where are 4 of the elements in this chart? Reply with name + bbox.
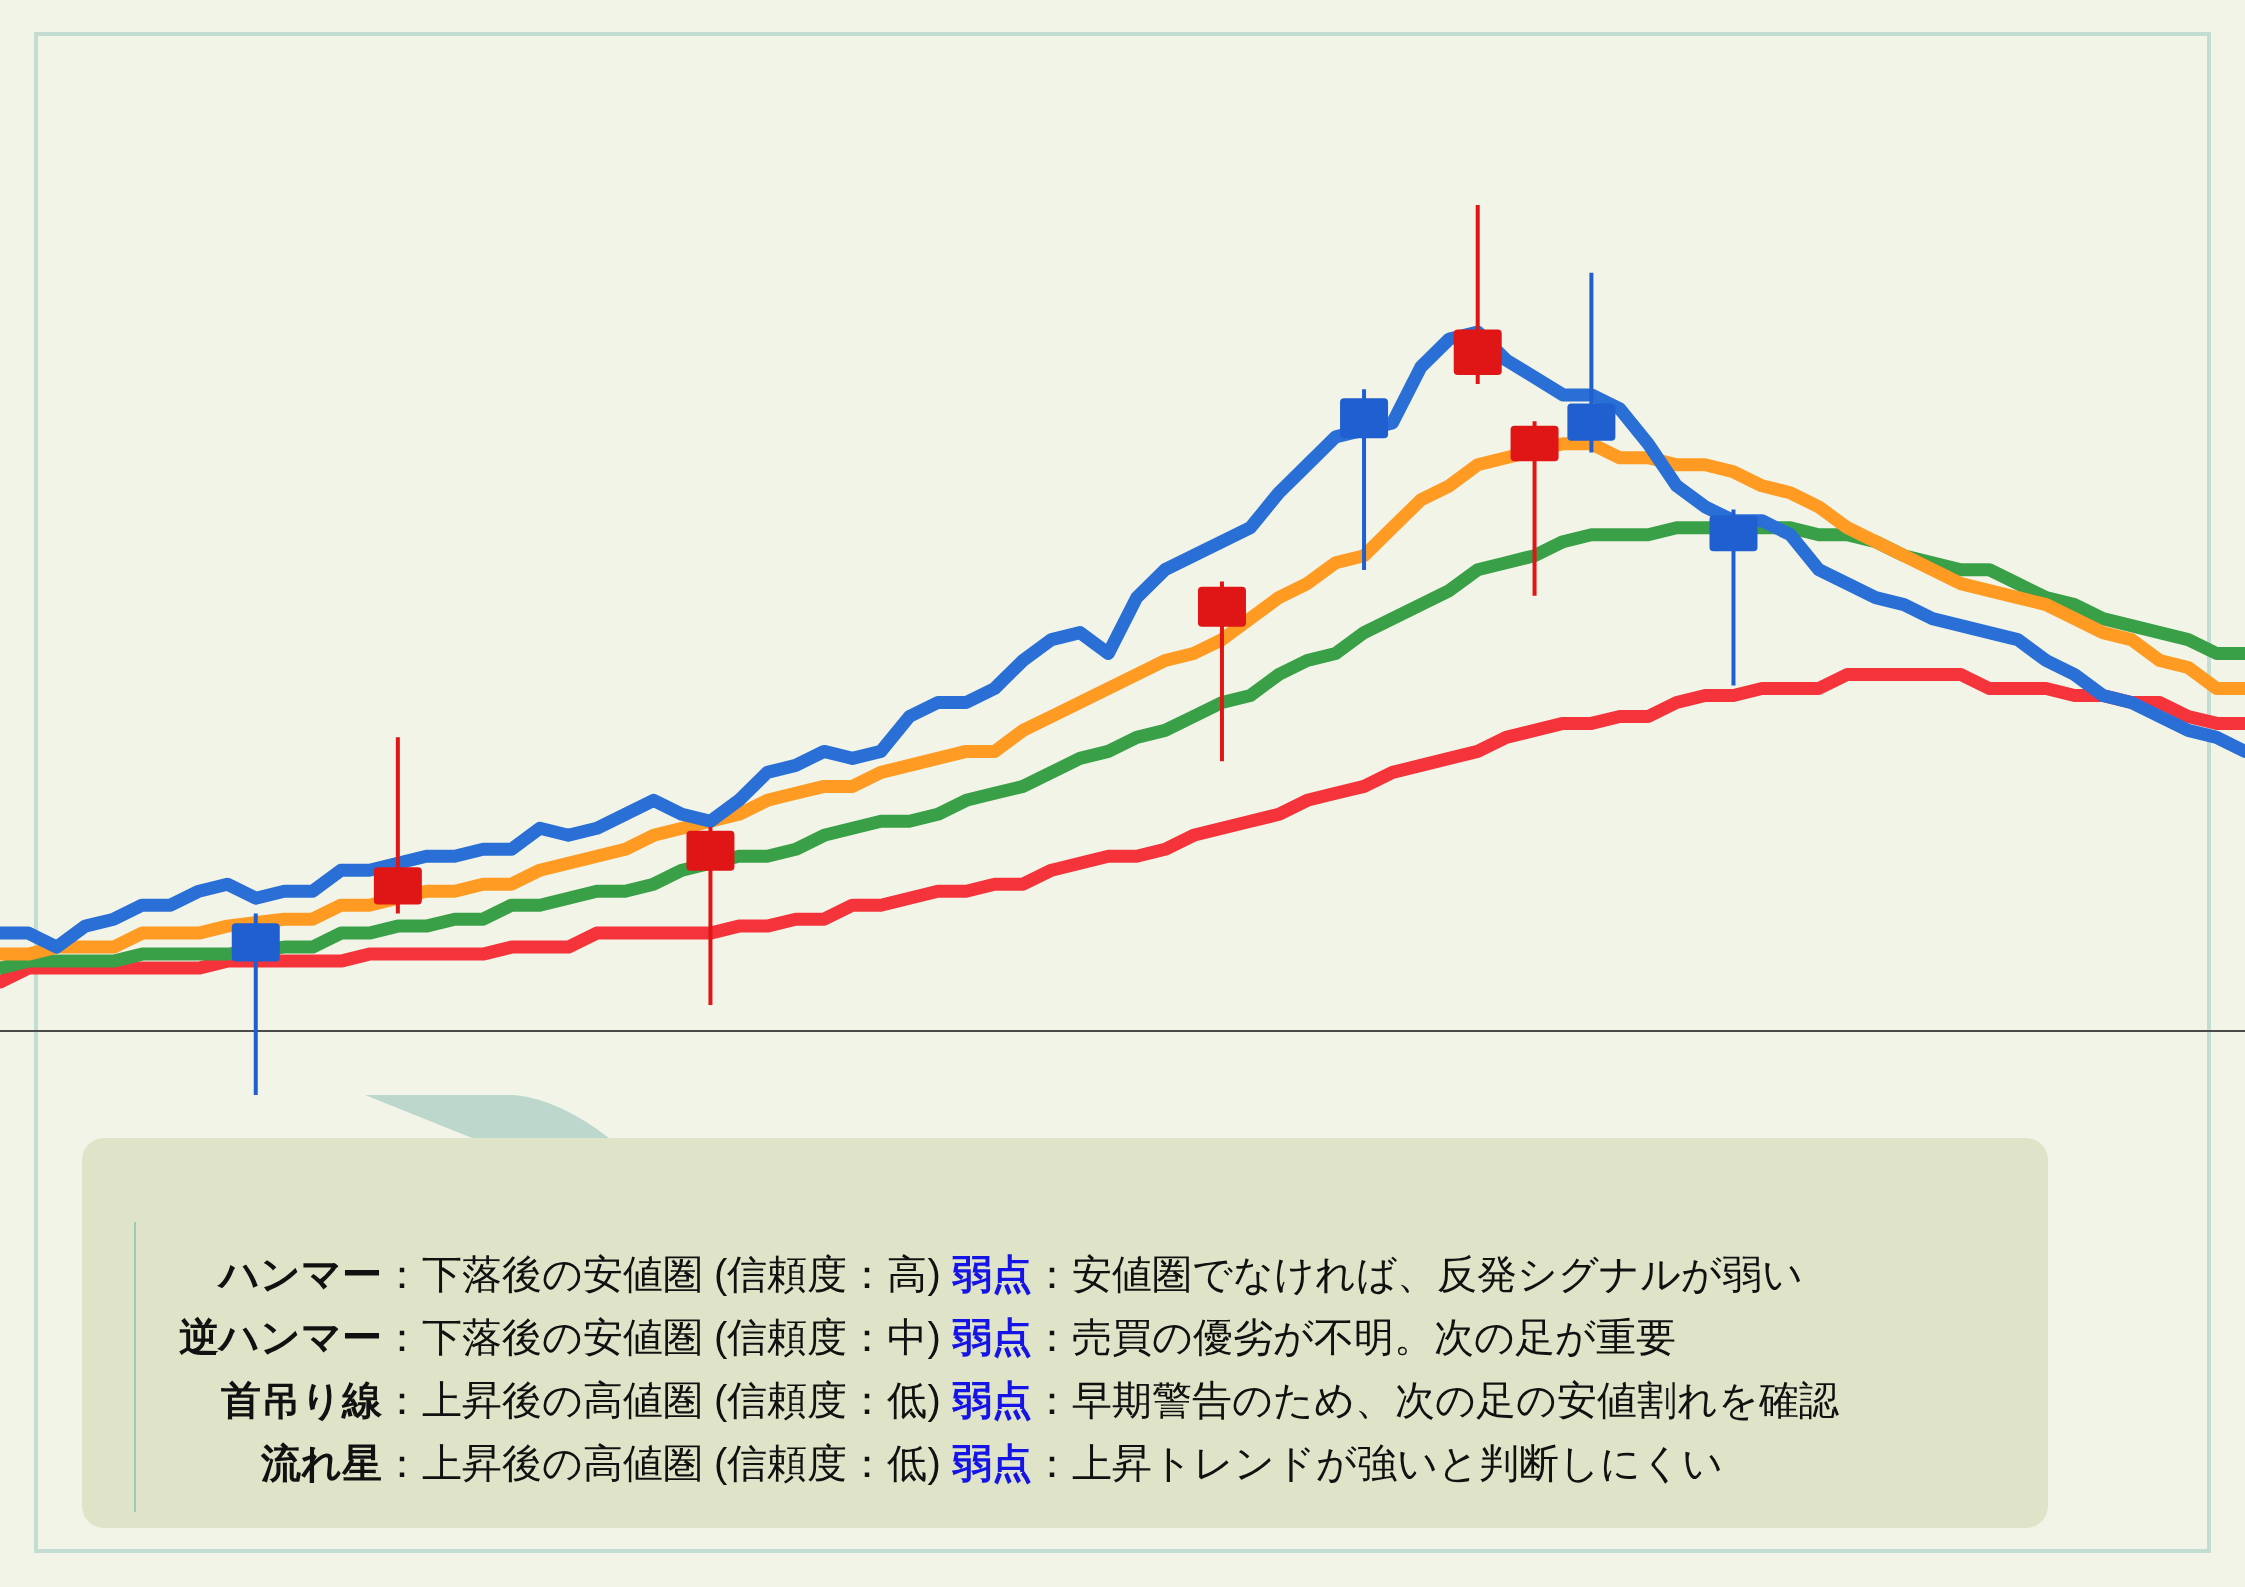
text: 流れ星：上昇後の高値圏 (信頼度：低) 弱点：上昇トレンドが強いと判断しにくい xyxy=(260,1441,1723,1485)
text: ハンマー：下落後の安値圏 (信頼度：高) 弱点：安値圏でなければ、反発シグナルが弱い xyxy=(216,1252,1803,1296)
text: 首吊り線：上昇後の高値圏 (信頼度：低) 弱点：早期警告のため、次の足の安値割れを確認 xyxy=(221,1378,1839,1422)
text: 逆ハンマー：下落後の安値圏 (信頼度：中) 弱点：売買の優劣が不明。次の足が重要 xyxy=(179,1315,1676,1359)
